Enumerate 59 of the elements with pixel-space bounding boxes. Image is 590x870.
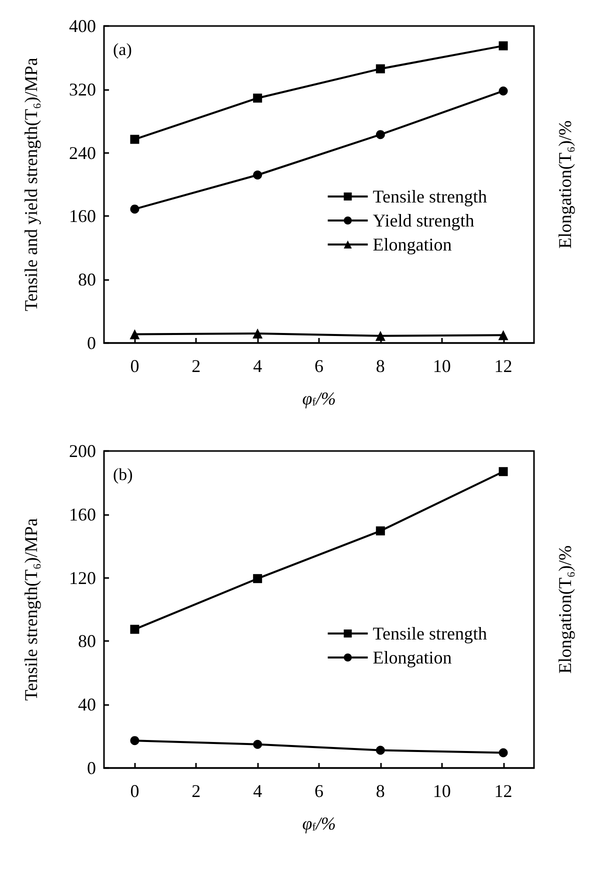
x-tick-label: 6 — [314, 356, 324, 376]
y-tick-label: 240 — [69, 142, 96, 163]
text: (b) — [113, 465, 133, 484]
legend-label: Tensile strength — [372, 186, 488, 206]
legend-label: Yield strength — [372, 210, 474, 230]
point — [375, 330, 386, 341]
x-tick-label: 12 — [494, 356, 512, 376]
y-tick-label: 400 — [69, 16, 96, 36]
point — [376, 130, 385, 140]
point — [376, 746, 385, 755]
y-tick-label: 160 — [69, 504, 96, 524]
x-tick-label: 4 — [253, 356, 262, 376]
y-axis-title: Tensile strength(T₆)/MPa — [21, 518, 41, 701]
point — [253, 574, 262, 584]
y2-axis-title: Elongation(T₆)/% — [555, 120, 575, 249]
x-tick-label: 6 — [314, 781, 324, 801]
point — [498, 86, 508, 96]
y2-axis-title: Elongation(T₆)/% — [555, 545, 575, 674]
y-tick-label: 0 — [87, 758, 96, 778]
point — [498, 467, 508, 476]
point — [130, 624, 140, 634]
y-tick-label: 0 — [87, 333, 96, 353]
point — [130, 736, 140, 746]
point — [253, 94, 262, 103]
x-tick-label: 4 — [253, 781, 262, 801]
y-tick-label: 80 — [78, 270, 96, 290]
x-tick-label: 10 — [432, 356, 451, 376]
point — [498, 748, 508, 758]
y-axis-title: Tensile and yield strength(T₆)/MPa — [21, 58, 41, 312]
x-tick-label: 0 — [130, 781, 140, 801]
x-tick-label: 8 — [376, 356, 385, 376]
point — [498, 330, 508, 340]
legend-label: Tensile strength — [372, 624, 488, 644]
x-tick-label: 2 — [192, 356, 201, 376]
x-axis-title: φf/% — [302, 388, 336, 408]
x-tick-label: 2 — [192, 781, 201, 801]
x-axis-title: φf/% — [302, 814, 336, 834]
y-tick-label: 200 — [69, 441, 96, 461]
y-tick-label: 160 — [69, 206, 96, 226]
x-tick-label: 10 — [432, 781, 451, 801]
text: (a) — [113, 40, 132, 59]
point — [130, 134, 140, 144]
y-tick-label: 120 — [69, 568, 96, 588]
point — [376, 64, 385, 74]
point — [130, 329, 140, 340]
y-tick-label: 320 — [69, 79, 96, 100]
legend-label: Elongation — [372, 234, 452, 254]
x-tick-label: 0 — [130, 356, 140, 376]
x-tick-label: 12 — [494, 781, 512, 801]
point — [376, 526, 385, 536]
legend-label: Elongation — [372, 648, 452, 668]
x-tick-label: 8 — [376, 781, 385, 801]
point — [252, 328, 263, 338]
y-tick-label: 40 — [78, 694, 96, 715]
point — [130, 204, 140, 214]
point — [253, 170, 262, 180]
point — [498, 41, 508, 50]
point — [253, 740, 262, 749]
y-tick-label: 80 — [78, 631, 96, 652]
